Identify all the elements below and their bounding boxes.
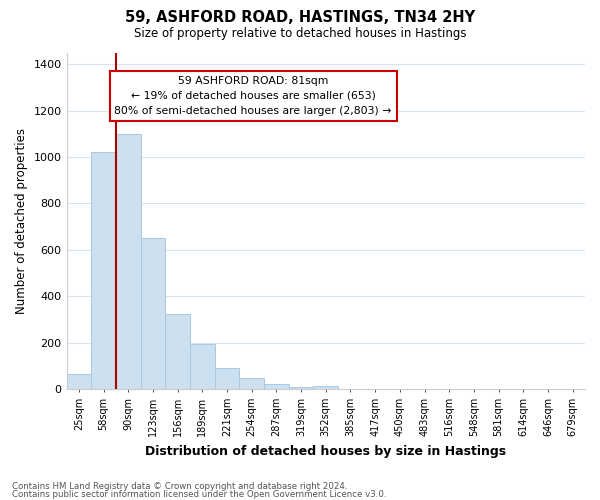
Bar — [91, 152, 116, 389]
Bar — [165, 314, 190, 389]
Bar — [215, 368, 239, 389]
Bar — [140, 238, 165, 389]
Bar — [239, 378, 264, 389]
Bar — [116, 134, 140, 389]
Bar — [264, 384, 289, 389]
Y-axis label: Number of detached properties: Number of detached properties — [15, 128, 28, 314]
Text: Size of property relative to detached houses in Hastings: Size of property relative to detached ho… — [134, 28, 466, 40]
Bar — [313, 386, 338, 389]
Text: 59, ASHFORD ROAD, HASTINGS, TN34 2HY: 59, ASHFORD ROAD, HASTINGS, TN34 2HY — [125, 10, 475, 25]
Text: Contains public sector information licensed under the Open Government Licence v3: Contains public sector information licen… — [12, 490, 386, 499]
X-axis label: Distribution of detached houses by size in Hastings: Distribution of detached houses by size … — [145, 444, 506, 458]
Bar — [289, 387, 313, 389]
Bar — [190, 344, 215, 389]
Text: Contains HM Land Registry data © Crown copyright and database right 2024.: Contains HM Land Registry data © Crown c… — [12, 482, 347, 491]
Text: 59 ASHFORD ROAD: 81sqm
← 19% of detached houses are smaller (653)
80% of semi-de: 59 ASHFORD ROAD: 81sqm ← 19% of detached… — [115, 76, 392, 116]
Bar — [67, 374, 91, 389]
